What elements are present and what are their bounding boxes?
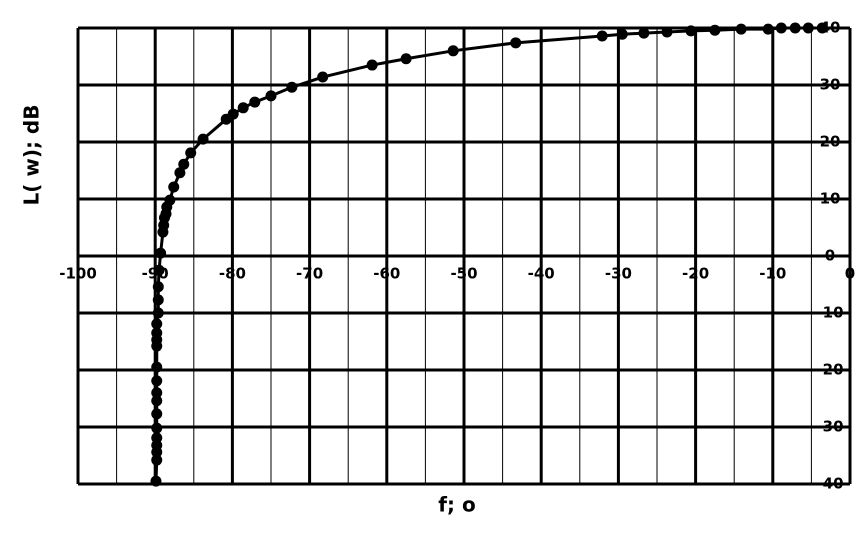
data-point [168,181,180,193]
data-point [661,26,673,38]
y-tick-label: -30 [816,418,843,436]
x-tick-label: -60 [373,265,400,283]
y-tick-label: -20 [816,361,843,379]
x-tick-label: -40 [528,265,555,283]
data-point [400,53,412,65]
x-tick-label: -80 [219,265,246,283]
data-point [709,24,721,36]
data-point [596,30,608,42]
x-tick-label: -70 [296,265,323,283]
y-tick-label: 30 [820,76,841,94]
data-point [638,27,650,39]
data-point [151,446,163,458]
data-point [152,307,164,319]
y-tick-label: 10 [820,190,841,208]
x-tick-label: -90 [142,265,169,283]
data-point [152,281,164,293]
x-tick-label: 0 [845,265,855,283]
data-point [153,264,165,276]
data-point [151,387,163,399]
grid [76,26,852,486]
data-point [151,375,163,387]
x-tick-label: -10 [759,265,786,283]
data-point [157,226,169,238]
data-point [249,96,261,108]
y-tick-label: -40 [816,475,843,493]
y-tick-label: 40 [820,19,841,37]
data-point [816,22,828,34]
data-point [197,133,209,145]
data-point [151,395,163,407]
data-point [151,408,163,420]
data-point [178,158,190,170]
data-point [151,340,163,352]
data-point [220,113,232,125]
labels: -100 -90 -80 -70 -60 -50 -40 -30 -20 -10 040302010… [59,19,855,493]
data-point [185,147,197,159]
data-point [317,71,329,83]
marks [150,22,828,487]
data-point [151,361,163,373]
data-point [151,318,163,330]
y-tick-label: -10 [816,304,843,322]
data-point [265,90,277,102]
x-tick-label: -30 [605,265,632,283]
data-point [775,22,787,34]
data-point [155,247,167,259]
y-tick-label: 20 [820,133,841,151]
data-point [152,294,164,306]
x-tick-label: -20 [682,265,709,283]
x-tick-label: -50 [450,265,477,283]
data-point [510,37,522,49]
data-point [789,22,801,34]
data-point [151,422,163,434]
data-point [735,23,747,35]
data-point [366,59,378,71]
data-point [237,102,249,114]
data-point [286,81,298,93]
y-tick-label: 0 [825,247,835,265]
data-point [616,28,628,40]
data-point [174,167,186,179]
data-point [685,25,697,37]
x-tick-label: -100 [59,265,97,283]
x-axis-title: f; o [438,493,475,517]
data-point [151,454,163,466]
data-point [150,475,162,487]
data-point [447,45,459,57]
data-point [762,23,774,35]
y-axis-title: L( w); dB [20,105,44,206]
data-point [802,22,814,34]
